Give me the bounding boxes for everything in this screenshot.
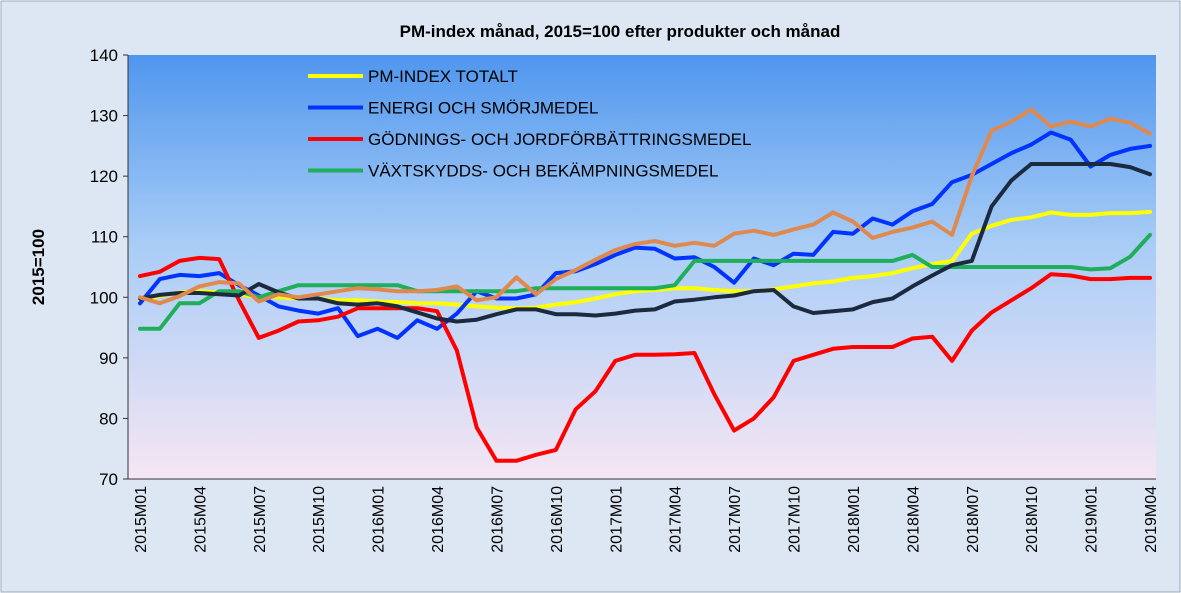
series-line [138,162,1152,324]
y-tick-label: 80 [99,409,118,428]
y-tick-label: 90 [99,349,118,368]
y-tick-label: 140 [90,46,118,65]
x-tick-label: 2015M07 [252,486,269,553]
x-tick-label: 2018M01 [846,486,863,553]
x-tick-label: 2016M07 [489,486,506,553]
y-tick-label: 100 [90,288,118,307]
legend-label: ENERGI OCH SMÖRJMEDEL [368,99,598,118]
legend-label: PM-INDEX TOTALT [368,67,518,86]
chart-title: PM-index månad, 2015=100 efter produkter… [400,22,841,41]
x-tick-label: 2018M04 [905,486,922,553]
y-tick-label: 130 [90,107,118,126]
x-tick-label: 2017M04 [668,486,685,553]
x-tick-label: 2018M10 [1024,486,1041,553]
legend-label: VÄXTSKYDDS- OCH BEKÄMPNINGSMEDEL [368,162,718,181]
series-line [138,130,1152,340]
x-tick-label: 2017M10 [787,486,804,553]
legend-label: GÖDNINGS- OCH JORDFÖRBÄTTRINGSMEDEL [368,130,751,149]
x-tick-label: 2018M07 [965,486,982,553]
y-tick-label: 110 [91,228,118,247]
y-tick-label: 70 [99,470,118,489]
x-tick-label: 2015M04 [192,486,209,553]
y-tick-label: 120 [90,167,118,186]
x-tick-label: 2017M07 [727,486,744,553]
series-line [138,232,1152,331]
y-axis-label: 2015=100 [29,229,48,305]
series-line [138,255,1152,463]
x-tick-label: 2016M01 [371,486,388,553]
x-tick-label: 2019M04 [1143,486,1160,553]
x-tick-label: 2015M10 [311,486,328,553]
x-tick-label: 2019M01 [1084,486,1101,553]
x-tick-label: 2015M01 [133,486,150,553]
x-tick-label: 2017M01 [608,486,625,553]
x-tick-label: 2016M10 [549,486,566,553]
x-tick-label: 2016M04 [430,486,447,553]
series-line [138,107,1152,306]
